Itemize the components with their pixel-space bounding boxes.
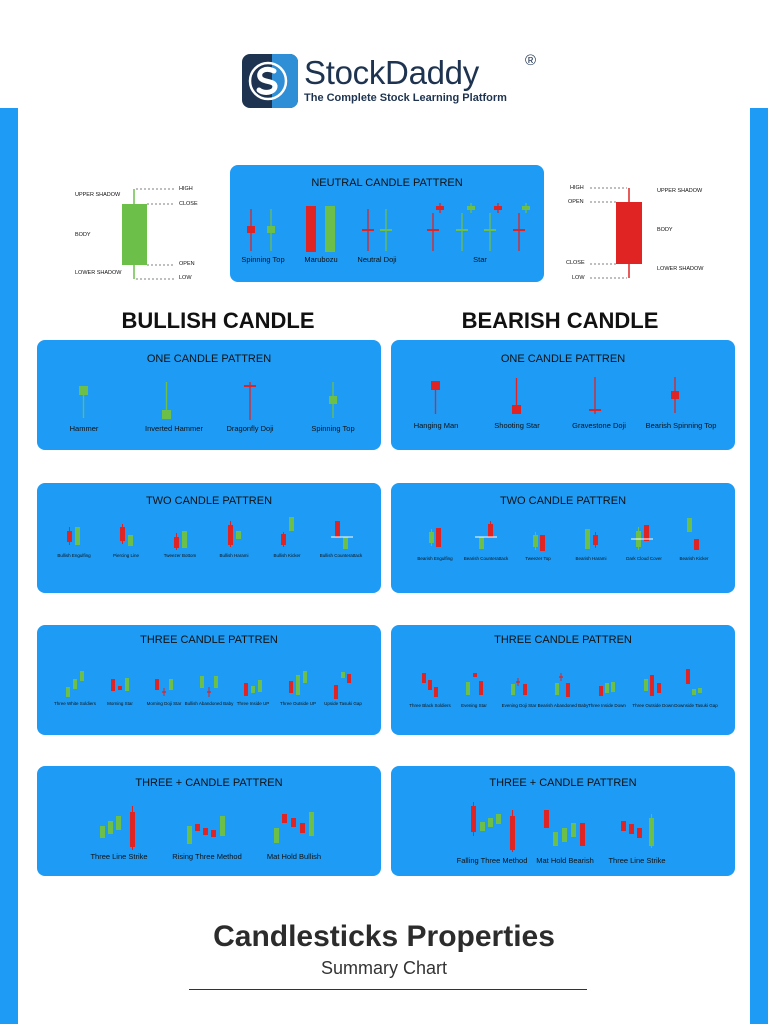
bull-three-label-upside-tasuki-gap: Upside Tasuki Gap <box>324 701 362 706</box>
bear-one-candle-panel: ONE CANDLE PATTREN Hanging Man Shooting … <box>391 340 735 450</box>
bear-three-plus-candle-panel: THREE + CANDLE PATTREN Falling Three Met… <box>391 766 735 876</box>
bullish-section-title: BULLISH CANDLE <box>121 308 315 333</box>
bull-three-label-three-outside-up: Three Outside UP <box>279 701 317 706</box>
bear-two-label-dark-cloud-cover: Dark Cloud Cover <box>626 556 662 561</box>
bear-three-label-evening-star: Evening Star <box>461 703 487 708</box>
bull-one-candles <box>79 382 337 420</box>
bull-one-label-inverted-hammer: Inverted Hammer <box>145 424 203 433</box>
bear-lower-shadow-label: LOWER SHADOW <box>657 266 704 272</box>
bull-three-label-morning-star: Morning Star <box>107 701 133 706</box>
bull-one-candle-panel: ONE CANDLE PATTREN Hammer Inverted Hamme… <box>37 340 381 450</box>
bear-three-plus-candles <box>471 802 654 852</box>
bear-three-title: THREE CANDLE PATTREN <box>494 634 632 646</box>
neutral-pattern-panel: NEUTRAL CANDLE PATTREN Spinning Top Maru… <box>230 165 544 282</box>
bull-three-label-bullish-abandoned-baby: Bullish Abandoned Baby <box>184 701 234 706</box>
bull-body-label: BODY <box>75 232 91 238</box>
neutral-panel-title: NEUTRAL CANDLE PATTREN <box>311 177 463 189</box>
bear-two-title: TWO CANDLE PATTREN <box>499 495 627 507</box>
bull-three-plus-candles <box>100 806 314 850</box>
bear-low-label: LOW <box>572 275 585 281</box>
bear-high-label: HIGH <box>570 185 584 191</box>
bull-two-candle-panel: TWO CANDLE PATTREN Bullish Engulfing Pie… <box>37 483 381 593</box>
bull-open-label: OPEN <box>179 261 195 267</box>
bull-high-label: HIGH <box>179 186 193 192</box>
bull-two-title: TWO CANDLE PATTREN <box>145 495 273 507</box>
bear-one-label-bearish-spinning-top: Bearish Spinning Top <box>645 421 717 430</box>
bear-one-candles <box>431 377 679 414</box>
neutral-label-spinning-top: Spinning Top <box>241 255 285 264</box>
bull-three-label-morning-doji-star: Morning Doji Star <box>146 701 182 706</box>
bull-one-label-dragonfly-doji: Dragonfly Doji <box>226 424 274 433</box>
bull-plus-label-rising-three-method: Rising Three Method <box>172 852 242 861</box>
neutral-candles <box>247 203 530 252</box>
bull-three-label-three-inside-up: Three Inside UP <box>236 701 270 706</box>
bear-one-label-gravestone-doji: Gravestone Doji <box>572 421 626 430</box>
bear-two-label-tweezer-top: Tweezer Top <box>525 556 551 561</box>
bull-three-candle-panel: THREE CANDLE PATTREN Three White Soldier… <box>37 625 381 735</box>
bear-plus-label-three-line-strike: Three Line Strike <box>608 856 666 865</box>
bull-three-plus-title: THREE + CANDLE PATTREN <box>135 777 283 789</box>
bear-three-label-downside-tasuki-gap: Downside Tasuki Gap <box>674 703 718 708</box>
bear-plus-label-falling-three-method: Falling Three Method <box>456 856 528 865</box>
bull-two-candles <box>67 517 353 550</box>
bull-three-title: THREE CANDLE PATTREN <box>140 634 278 646</box>
bear-one-title: ONE CANDLE PATTREN <box>500 353 626 365</box>
bull-upper-shadow-label: UPPER SHADOW <box>75 192 121 198</box>
footer-subtitle: Summary Chart <box>320 958 448 978</box>
bear-two-label-bearish-kicker: Bearish Kicker <box>679 556 709 561</box>
bear-three-candles <box>422 669 702 697</box>
bear-three-candle-panel: THREE CANDLE PATTREN Three Black Soldier… <box>391 625 735 735</box>
bear-close-label: CLOSE <box>566 260 585 266</box>
bull-two-label-bullish-engulfing: Bullish Engulfing <box>57 553 91 558</box>
brand-name: StockDaddy <box>304 54 479 91</box>
neutral-label-neutral-doji: Neutral Doji <box>357 255 397 264</box>
bear-two-candle-panel: TWO CANDLE PATTREN Bearish Engulfing Bea… <box>391 483 735 593</box>
bull-three-candles <box>66 671 351 699</box>
bull-two-label-piercing-line: Piercing Line <box>112 553 140 558</box>
brand-tagline: The Complete Stock Learning Platform <box>304 92 507 104</box>
bull-one-label-hammer: Hammer <box>69 424 99 433</box>
bear-two-candles <box>429 518 699 551</box>
bull-plus-label-mat-hold-bullish: Mat Hold Bullish <box>266 852 322 861</box>
bull-three-label-three-white-soldiers: Three White Soldiers <box>53 701 97 706</box>
bear-two-label-bearish-counterattack: Bearish Counterattack <box>463 556 509 561</box>
bull-one-title: ONE CANDLE PATTREN <box>146 353 272 365</box>
bull-low-label: LOW <box>179 275 192 281</box>
bear-three-label-three-inside-down: Three Inside Down <box>588 703 626 708</box>
footer-title: Candlesticks Properties <box>213 920 555 953</box>
bear-one-label-shooting-star: Shooting Star <box>494 421 540 430</box>
footer-divider <box>189 989 587 990</box>
bear-upper-shadow-label: UPPER SHADOW <box>657 188 703 194</box>
bear-three-label-three-outside-down: Three Outside Down <box>632 703 674 708</box>
brand-logo: StockDaddy ® The Complete Stock Learning… <box>242 52 572 110</box>
bear-three-label-three-black-soldiers: Three Black Soldiers <box>409 703 451 708</box>
bull-lower-shadow-label: LOWER SHADOW <box>75 270 122 276</box>
bear-three-label-bearish-abandoned-baby: Bearish Abandoned Baby <box>537 703 589 708</box>
bull-two-label-tweezer-bottom: Tweezer Bottom <box>163 553 197 558</box>
bear-three-plus-title: THREE + CANDLE PATTREN <box>489 777 637 789</box>
left-accent-bar <box>0 108 18 1024</box>
bull-plus-label-three-line-strike: Three Line Strike <box>90 852 148 861</box>
bull-two-label-bullish-harami: Bullish Harami <box>219 553 249 558</box>
bear-open-label: OPEN <box>568 199 584 205</box>
bear-three-label-evening-doji-star: Evening Doji Star <box>501 703 537 708</box>
bear-body-label: BODY <box>657 227 673 233</box>
stockdaddy-logo-icon <box>242 54 298 108</box>
right-accent-bar <box>750 108 768 1024</box>
neutral-label-marubozu: Marubozu <box>304 255 338 264</box>
bearish-section-title: BEARISH CANDLE <box>461 308 659 333</box>
bull-two-label-bullish-counterattack: Bullish Counterattack <box>319 553 363 558</box>
bear-plus-label-mat-hold-bearish: Mat Hold Bearish <box>536 856 594 865</box>
bear-two-label-bearish-engulfing: Bearish Engulfing <box>417 556 453 561</box>
bull-one-label-spinning-top: Spinning Top <box>311 424 355 433</box>
bear-two-label-bearish-harami: Bearish Harami <box>575 556 607 561</box>
bull-close-label: CLOSE <box>179 201 198 207</box>
bull-three-plus-candle-panel: THREE + CANDLE PATTREN Three Line Strike… <box>37 766 381 876</box>
neutral-label-star: Star <box>473 255 487 264</box>
bull-two-label-bullish-kicker: Bullish Kicker <box>273 553 301 558</box>
bear-one-label-hanging-man: Hanging Man <box>413 421 459 430</box>
registered-mark: ® <box>525 52 537 69</box>
